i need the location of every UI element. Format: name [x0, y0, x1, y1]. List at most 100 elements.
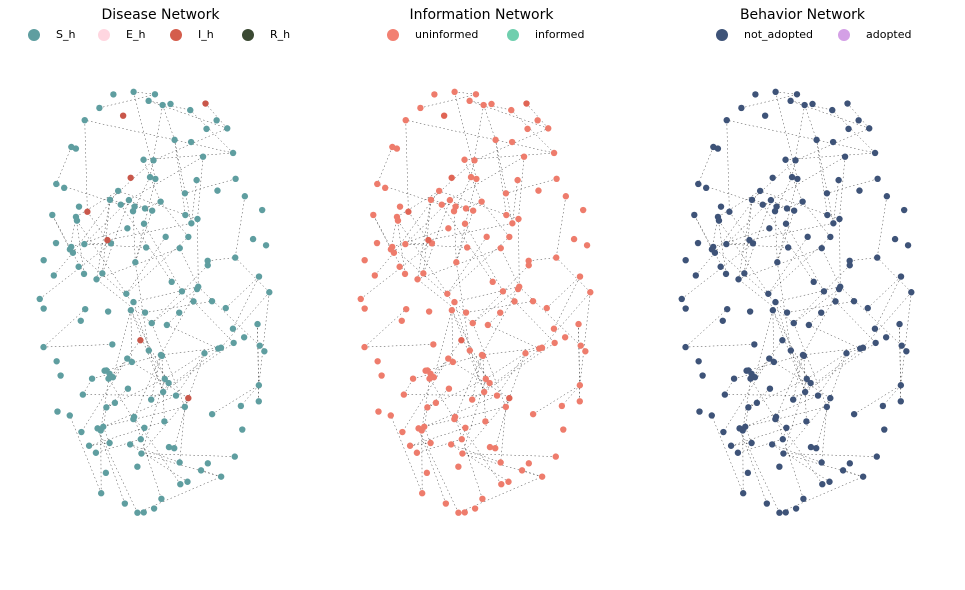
network-node	[502, 190, 510, 197]
network-node	[190, 298, 197, 305]
network-edge	[808, 312, 822, 326]
network-edge	[775, 354, 804, 420]
network-node	[88, 375, 96, 382]
network-node	[181, 190, 189, 197]
network-edge	[133, 302, 164, 393]
network-node	[231, 453, 238, 460]
network-edge	[89, 421, 165, 446]
network-node	[839, 467, 847, 474]
network-node	[458, 337, 465, 344]
network-edge	[495, 139, 507, 216]
network-node	[442, 500, 450, 507]
network-node	[774, 259, 781, 266]
network-node	[396, 263, 403, 270]
network-edge	[160, 286, 199, 356]
network-edge	[130, 310, 133, 362]
network-edge	[745, 395, 819, 427]
network-node	[467, 173, 475, 181]
network-node	[859, 344, 867, 351]
network-node	[423, 469, 431, 477]
network-edge	[786, 201, 803, 209]
network-edge	[408, 211, 429, 241]
network-node	[126, 441, 134, 448]
network-node	[790, 319, 797, 327]
network-edge	[695, 252, 716, 276]
network-edge	[420, 94, 477, 109]
network-node	[424, 404, 431, 411]
network-edge	[783, 453, 864, 477]
network-node	[102, 469, 110, 477]
network-node	[85, 442, 93, 449]
network-edge	[102, 199, 111, 274]
network-node	[748, 196, 756, 204]
network-edge	[462, 397, 510, 454]
network-node	[455, 509, 462, 516]
network-edge	[729, 211, 750, 241]
network-edge	[184, 353, 205, 408]
network-edge	[835, 301, 876, 344]
network-node	[461, 220, 469, 227]
network-edge	[97, 428, 126, 504]
network-node	[708, 412, 715, 419]
network-node	[543, 304, 550, 312]
network-node	[140, 509, 147, 516]
network-edge	[518, 156, 525, 220]
network-node	[497, 459, 504, 466]
network-edge	[141, 453, 235, 457]
network-node	[249, 235, 257, 243]
network-node	[68, 243, 75, 251]
network-edge	[726, 243, 753, 245]
network-edge	[52, 214, 71, 250]
network-edge	[211, 385, 259, 415]
network-node	[80, 270, 88, 278]
network-edge	[862, 292, 912, 348]
network-node	[381, 184, 389, 192]
network-edge	[726, 243, 789, 248]
network-node	[801, 388, 809, 396]
network-node	[850, 297, 858, 305]
network-node	[162, 233, 169, 241]
network-node	[422, 367, 429, 374]
network-node	[106, 439, 113, 447]
network-node	[440, 112, 448, 119]
information-network-panel: Information Network uninformed informed	[321, 0, 642, 590]
network-node	[818, 244, 825, 252]
network-node	[66, 412, 73, 419]
network-edge	[783, 397, 831, 454]
network-node	[506, 394, 513, 402]
network-node	[480, 388, 488, 396]
network-node	[128, 358, 136, 366]
network-edge	[526, 103, 549, 129]
network-node	[72, 145, 80, 152]
network-edge	[144, 201, 161, 209]
network-node	[373, 239, 381, 247]
network-node	[54, 408, 61, 415]
network-edge	[143, 223, 183, 292]
network-node	[466, 347, 473, 354]
network-node	[75, 203, 83, 210]
network-node	[222, 304, 229, 312]
network-node	[524, 125, 531, 133]
network-node	[773, 203, 780, 210]
network-edge	[847, 103, 870, 129]
network-node	[145, 97, 152, 105]
network-node	[829, 138, 837, 146]
network-node	[425, 308, 433, 315]
network-node	[520, 153, 528, 160]
network-edge	[482, 355, 486, 422]
network-node	[682, 305, 689, 312]
network-edge	[198, 286, 260, 346]
network-node	[40, 343, 47, 351]
network-node	[694, 239, 702, 247]
legend-label-i-h: I_h	[198, 28, 214, 41]
network-edge	[532, 385, 580, 415]
network-edge	[456, 210, 474, 263]
network-node	[864, 304, 871, 312]
network-edge	[741, 94, 798, 109]
network-node	[846, 257, 853, 265]
network-edge	[546, 276, 581, 309]
network-node	[199, 153, 207, 160]
network-node	[152, 175, 159, 183]
network-node	[177, 480, 184, 488]
network-node	[482, 418, 489, 425]
